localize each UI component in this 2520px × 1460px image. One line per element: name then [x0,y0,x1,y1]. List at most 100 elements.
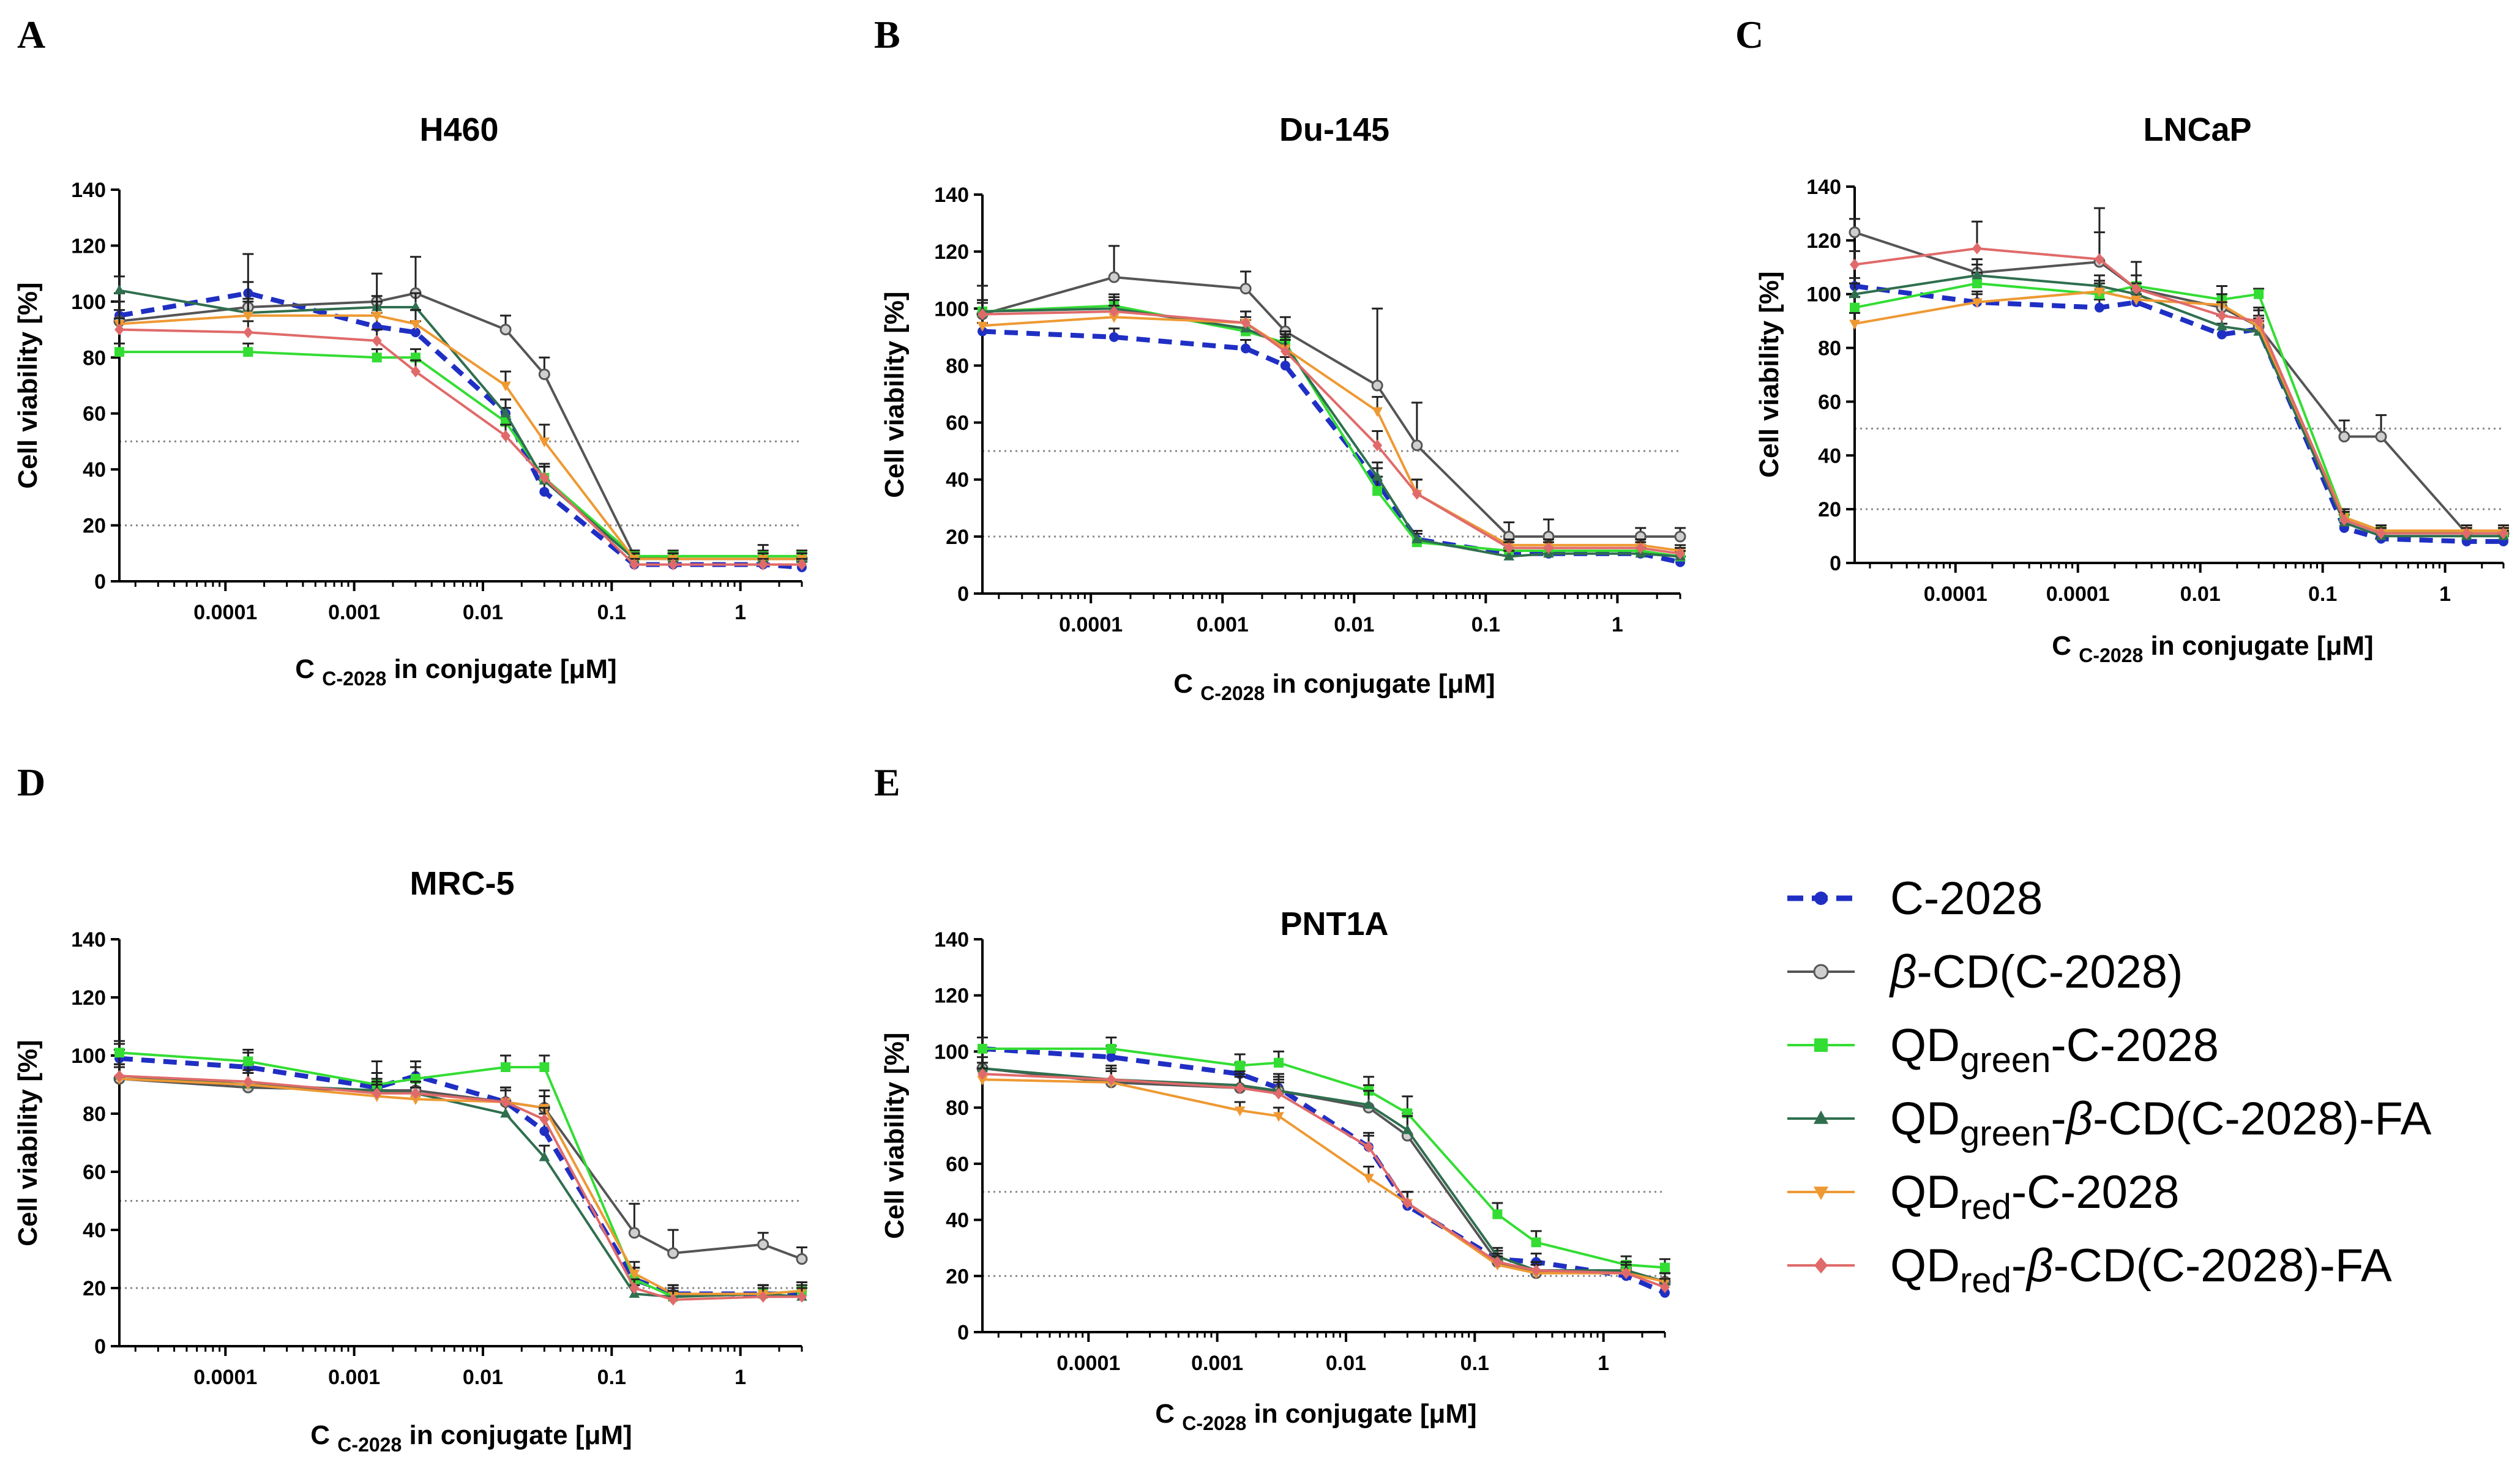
data-point [410,365,421,378]
y-tick-label: 60 [1818,390,1841,414]
data-point [1504,542,1514,554]
y-tick-label: 60 [83,1161,106,1184]
data-point [1364,1141,1374,1153]
data-point [978,1043,987,1054]
data-point [114,1048,124,1058]
legend-item-c2028: C-2028 [1787,873,2043,925]
data-point [1280,345,1290,357]
data-point [2375,431,2387,443]
series-line [119,292,802,561]
data-point [628,1227,640,1239]
data-point [1235,1082,1245,1094]
series-2 [1849,207,2510,540]
y-tick-label: 20 [946,526,969,549]
y-tick-label: 60 [946,1153,969,1176]
panel-c: C LNCaP 0 20 40 60 80 100 120 140 0.0001 0.0001 0.01… [1735,13,2510,666]
data-point [539,1062,550,1072]
data-point [1109,332,1120,342]
data-point [1402,1124,1413,1134]
data-point [500,408,511,418]
x-tick-label: 0.0001 [2046,583,2110,606]
data-point [410,327,421,338]
data-point [1850,258,1860,270]
data-point [501,430,511,442]
data-point [629,1269,640,1279]
series-3 [977,1037,1670,1273]
data-point [114,1070,124,1082]
data-point [410,1095,421,1105]
y-tick-label: 40 [946,1209,969,1232]
chart-title: PNT1A [1280,906,1388,942]
series-line [1854,282,2503,535]
data-point [2254,315,2264,327]
data-point [500,381,511,392]
data-point [1109,305,1120,318]
data-point [372,335,382,347]
y-axis-label: Cell viability [%] [1754,271,1784,477]
chart-title: H460 [419,111,498,148]
legend-item-bcd: β-CD(C-2028) [1787,946,2183,998]
data-point [539,1151,550,1161]
data-point [1636,542,1646,554]
legend-item-qdredfa: QDred-β-CD(C-2028)-FA [1787,1240,2392,1300]
data-point [114,347,124,357]
x-tick-label: 0.001 [328,601,380,624]
y-axis-label: Cell viability [%] [880,291,910,497]
panel-letter: C [1735,13,1763,56]
data-point [2338,431,2350,443]
x-tick-label: 0.1 [597,1366,626,1389]
y-tick-label: 80 [83,1103,106,1126]
y-tick-label: 100 [934,1040,969,1063]
data-point [2499,527,2508,540]
series-line [982,1073,1666,1289]
series-line [982,329,1681,565]
data-point [978,1068,987,1080]
data-point [1674,531,1686,543]
x-tick-label: 0.01 [2180,583,2221,606]
series-line [1854,231,2503,535]
x-tick-label: 0.0001 [1056,1352,1120,1375]
series-1 [114,281,807,573]
y-tick-label: 140 [71,928,106,952]
x-axis-label: C C-2028 in conjugate [μM] [295,654,616,690]
data-point [1492,1256,1503,1268]
series-4 [977,1056,1670,1286]
data-point [1273,1112,1284,1122]
data-point [977,1075,988,1086]
data-point [1531,1237,1541,1248]
data-point [2376,527,2387,540]
series-line [982,310,1681,555]
series-4 [1849,263,2509,540]
x-tick-label: 0.001 [1197,613,1249,636]
data-point [1492,1209,1503,1220]
data-point [2216,329,2227,340]
data-point [1239,283,1252,295]
series-6 [977,299,1686,560]
chart-title: Du-145 [1279,111,1389,148]
data-point [2216,320,2227,330]
y-tick-label: 0 [957,1321,969,1344]
data-point [1621,1267,1631,1279]
data-point [501,1062,511,1072]
y-tick-label: 20 [1818,498,1841,521]
data-point [796,1253,808,1265]
series-line [982,316,1681,553]
series-line [119,1075,802,1298]
data-point [797,558,807,571]
series-4 [114,275,807,563]
data-point [1372,439,1383,452]
y-tick-label: 0 [1830,552,1841,575]
series-line [982,276,1680,538]
panel-e: E PNT1A 0 20 40 60 80 100 120 140 0.0001 0.001 0.01 0… [874,761,1671,1434]
series-6 [977,1062,1670,1294]
data-point [1543,542,1554,554]
data-point [667,1247,679,1259]
data-point [1972,269,1983,280]
y-tick-label: 140 [934,928,969,952]
chart-title: MRC-5 [410,865,515,902]
data-point [1273,1057,1284,1068]
x-tick-label: 0.01 [1334,613,1374,636]
y-tick-label: 120 [934,985,969,1008]
x-tick-label: 0.1 [1460,1352,1489,1375]
